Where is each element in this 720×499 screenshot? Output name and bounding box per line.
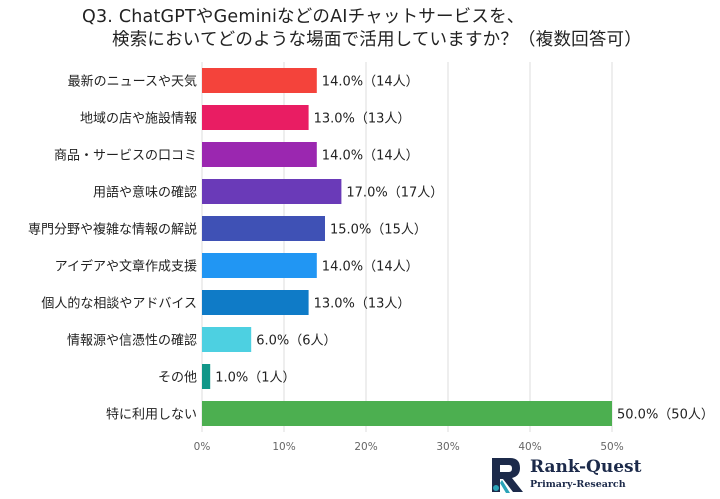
x-tick-label: 40% <box>518 441 541 453</box>
bar <box>202 216 325 241</box>
bar <box>202 401 612 426</box>
chart-title-line-1: Q3. ChatGPTやGeminiなどのAIチャットサービスを、 <box>82 7 525 27</box>
data-label: 6.0%（6人） <box>256 334 336 349</box>
data-label: 14.0%（14人） <box>322 260 419 275</box>
bar <box>202 364 211 389</box>
data-label: 15.0%（15人） <box>330 223 427 238</box>
x-tick-label: 0% <box>194 441 211 453</box>
bar <box>202 142 317 167</box>
data-label: 17.0%（17人） <box>346 186 443 201</box>
x-tick-label: 10% <box>272 441 295 453</box>
category-label: 情報源や信憑性の確認 <box>67 333 197 349</box>
data-label: 13.0%（13人） <box>314 112 411 127</box>
category-label: アイデアや文章作成支援 <box>55 259 197 275</box>
rank-quest-logo-icon <box>492 458 523 493</box>
category-label: 地域の店や施設情報 <box>80 111 197 127</box>
data-label: 14.0%（14人） <box>322 149 419 164</box>
bar <box>202 327 252 352</box>
rank-quest-logo: Rank-Quest Primary-Research <box>488 455 648 495</box>
logo-subtitle: Primary-Research <box>530 479 626 490</box>
data-label: 14.0%（14人） <box>322 75 419 90</box>
category-label: 用語や意味の確認 <box>93 185 197 201</box>
data-label: 1.0%（1人） <box>215 371 295 386</box>
x-tick-label: 20% <box>354 441 377 453</box>
category-label: 専門分野や複雑な情報の解説 <box>28 222 197 238</box>
category-label: 個人的な相談やアドバイス <box>41 296 197 312</box>
bar <box>202 179 342 204</box>
category-label: その他 <box>158 371 197 386</box>
data-label: 50.0%（50人） <box>617 408 714 423</box>
bar <box>202 68 317 93</box>
data-label: 13.0%（13人） <box>314 297 411 312</box>
x-tick-label: 30% <box>436 441 459 453</box>
bar <box>202 253 317 278</box>
bar <box>202 290 309 315</box>
logo-name: Rank-Quest <box>530 457 642 477</box>
chart-title: Q3. ChatGPTやGeminiなどのAIチャットサービスを、 検索において… <box>0 6 720 52</box>
chart-title-line-2: 検索においてどのような場面で活用していますか？（複数回答可） <box>112 30 642 50</box>
bar <box>202 105 309 130</box>
category-label: 特に利用しない <box>106 408 197 423</box>
x-tick-label: 50% <box>600 441 623 453</box>
category-label: 最新のニュースや天気 <box>68 74 197 90</box>
category-label: 商品・サービスの口コミ <box>54 149 197 164</box>
